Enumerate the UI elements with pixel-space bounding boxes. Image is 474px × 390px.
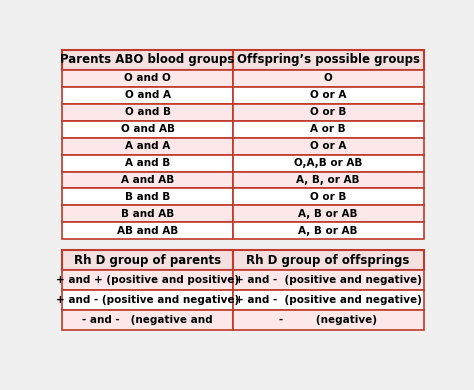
Bar xyxy=(233,222,423,239)
Bar xyxy=(233,270,423,290)
Bar xyxy=(63,172,233,188)
Text: O and O: O and O xyxy=(124,73,171,83)
Text: O and B: O and B xyxy=(125,107,171,117)
Text: Rh D group of offsprings: Rh D group of offsprings xyxy=(246,254,410,267)
Bar xyxy=(233,172,423,188)
Bar xyxy=(233,206,423,222)
Bar xyxy=(233,154,423,172)
Bar xyxy=(233,50,423,70)
Text: O and A: O and A xyxy=(125,90,171,100)
Text: O or A: O or A xyxy=(310,90,346,100)
Text: A, B or AB: A, B or AB xyxy=(299,226,358,236)
Text: O or A: O or A xyxy=(310,141,346,151)
Text: O or B: O or B xyxy=(310,107,346,117)
Text: B and B: B and B xyxy=(125,192,170,202)
Text: A, B or AB: A, B or AB xyxy=(299,209,358,219)
Bar xyxy=(63,250,233,270)
Bar xyxy=(233,250,423,270)
Text: - and -   (negative and: - and - (negative and xyxy=(82,315,213,325)
Text: A and AB: A and AB xyxy=(121,175,174,185)
Text: O,A,B or AB: O,A,B or AB xyxy=(294,158,362,168)
Bar xyxy=(233,188,423,206)
Bar xyxy=(233,310,423,330)
Bar xyxy=(233,104,423,121)
Bar xyxy=(233,138,423,154)
Bar xyxy=(63,270,233,290)
Bar xyxy=(63,206,233,222)
Text: A and B: A and B xyxy=(125,158,170,168)
Text: + and - (positive and negative): + and - (positive and negative) xyxy=(56,295,239,305)
Bar xyxy=(233,70,423,87)
Bar xyxy=(63,138,233,154)
Text: AB and AB: AB and AB xyxy=(117,226,178,236)
Text: + and -  (positive and negative): + and - (positive and negative) xyxy=(235,275,421,285)
Text: O or B: O or B xyxy=(310,192,346,202)
Bar xyxy=(63,290,233,310)
Bar xyxy=(63,222,233,239)
Bar xyxy=(233,87,423,104)
Text: B and AB: B and AB xyxy=(121,209,174,219)
Text: A or B: A or B xyxy=(310,124,346,134)
Bar xyxy=(63,87,233,104)
Text: Rh D group of parents: Rh D group of parents xyxy=(74,254,221,267)
Bar xyxy=(63,121,233,138)
Bar xyxy=(63,50,233,70)
Bar xyxy=(63,70,233,87)
Text: + and + (positive and positive): + and + (positive and positive) xyxy=(56,275,239,285)
Bar xyxy=(233,290,423,310)
Bar xyxy=(63,188,233,206)
Bar xyxy=(63,104,233,121)
Text: O: O xyxy=(324,73,333,83)
Text: A, B, or AB: A, B, or AB xyxy=(296,175,360,185)
Text: + and -  (positive and negative): + and - (positive and negative) xyxy=(235,295,421,305)
Text: A and A: A and A xyxy=(125,141,170,151)
Bar xyxy=(63,154,233,172)
Bar xyxy=(63,310,233,330)
Text: O and AB: O and AB xyxy=(120,124,174,134)
Text: Offspring’s possible groups: Offspring’s possible groups xyxy=(237,53,419,66)
Bar xyxy=(233,121,423,138)
Text: Parents ABO blood groups: Parents ABO blood groups xyxy=(61,53,235,66)
Text: -         (negative): - (negative) xyxy=(279,315,377,325)
